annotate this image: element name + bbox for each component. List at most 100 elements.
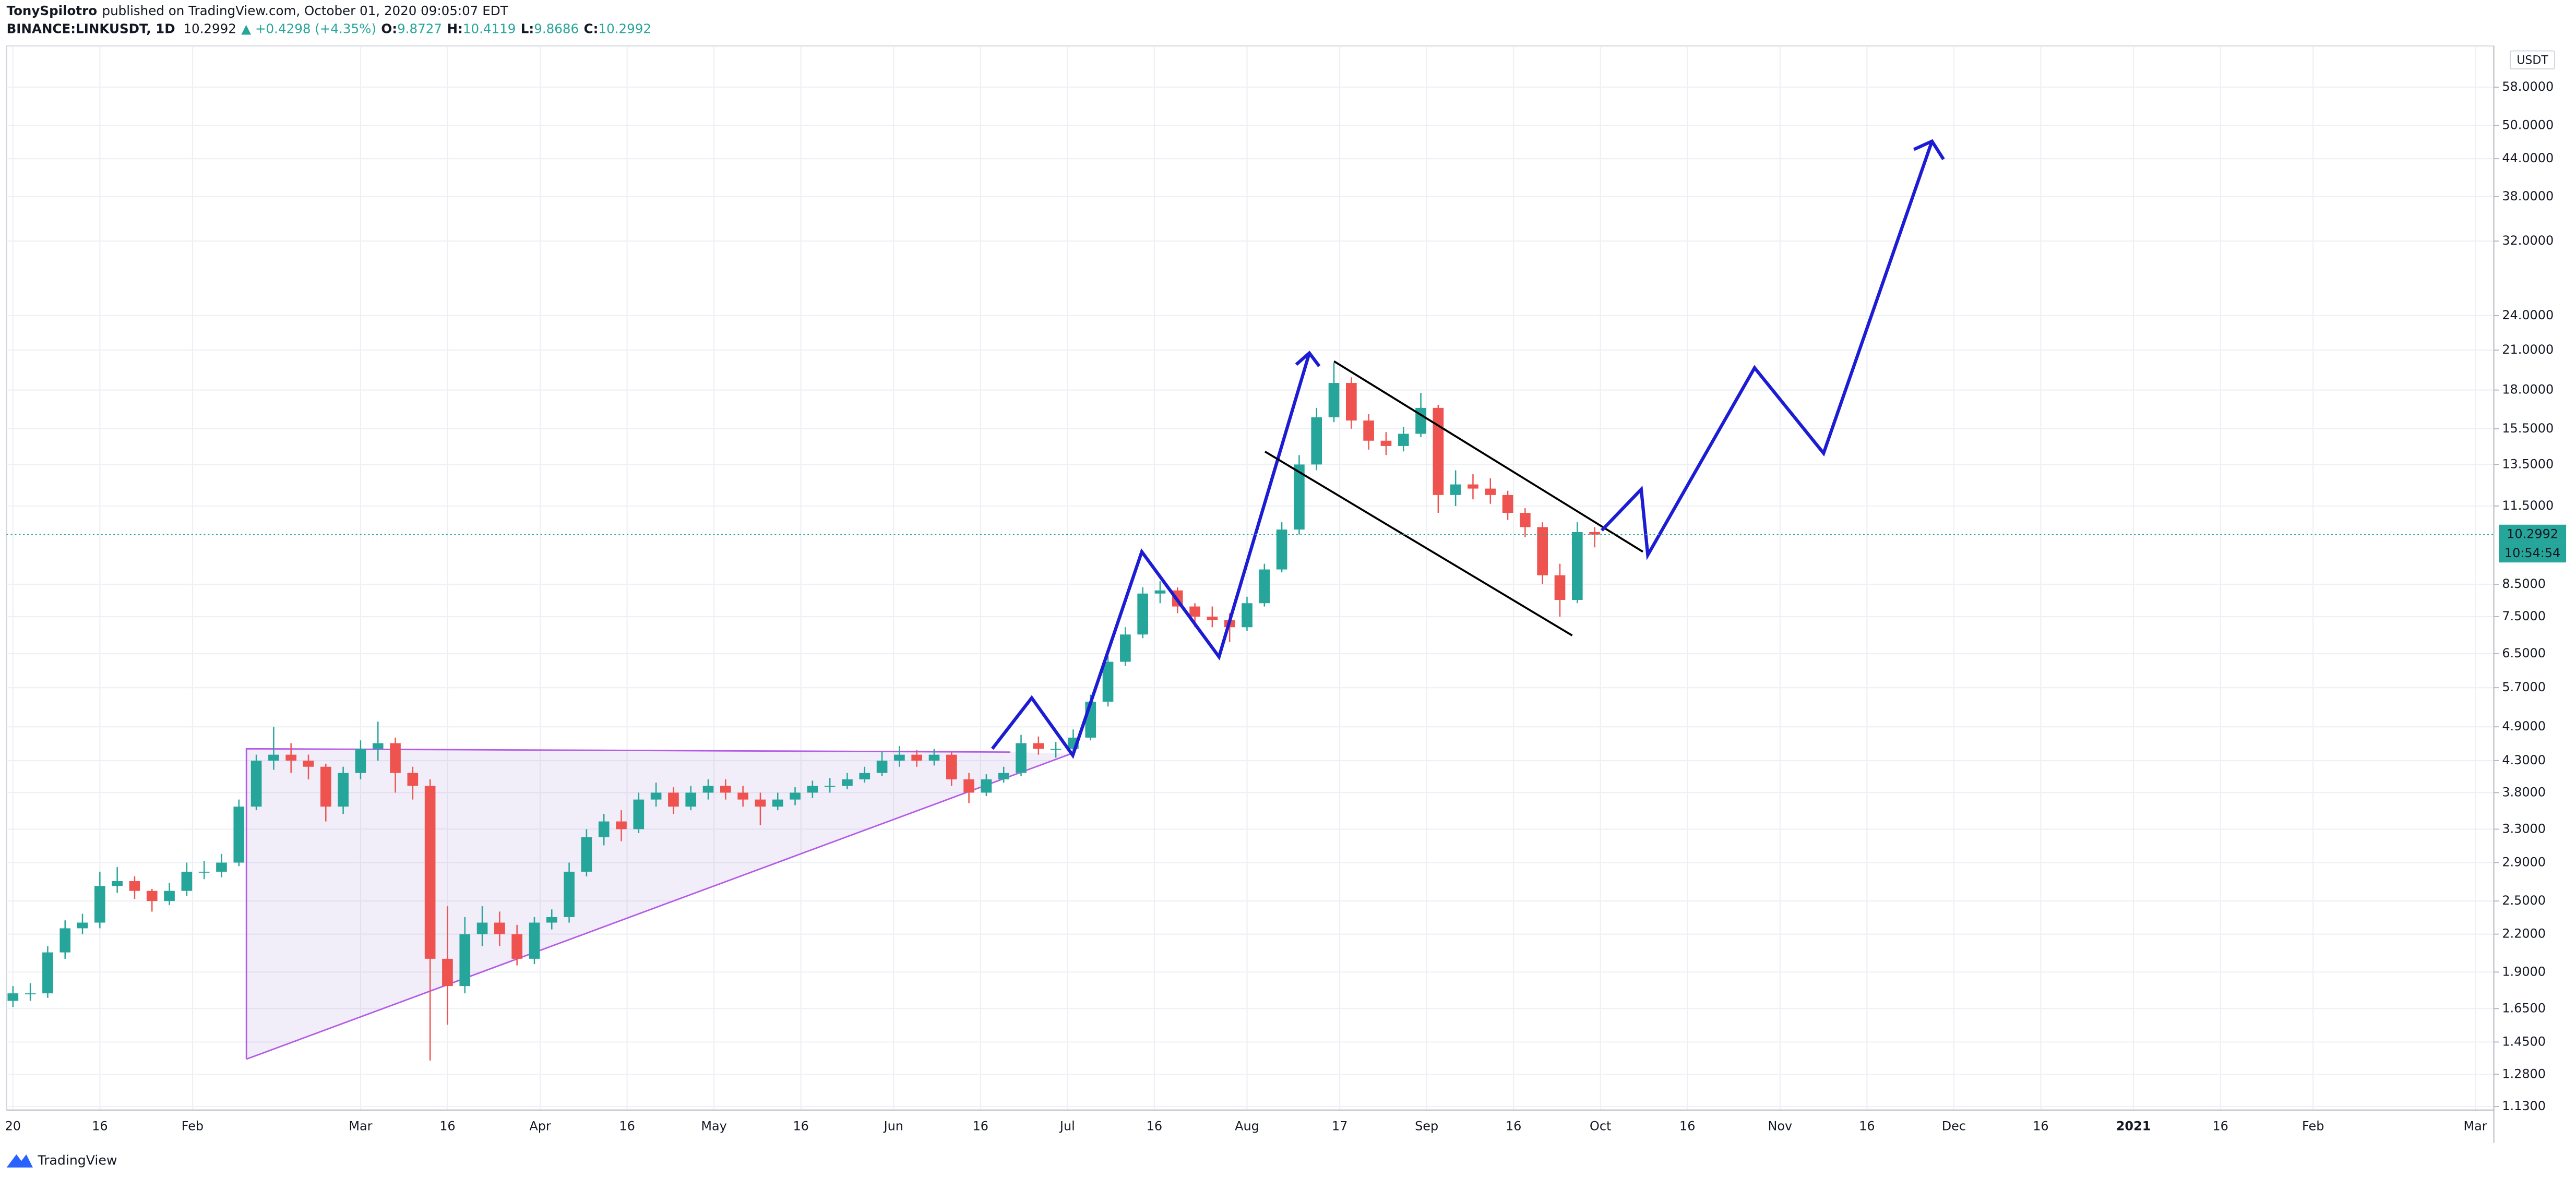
candle-body <box>1345 383 1357 421</box>
candle-body <box>633 799 645 829</box>
candle-body <box>1398 434 1409 446</box>
x-tick-label: Aug <box>1235 1118 1259 1133</box>
candle-body <box>1207 617 1218 620</box>
y-tick-label: 6.5000 <box>2502 646 2546 660</box>
currency-box[interactable] <box>2510 50 2556 70</box>
x-tick-label: Feb <box>2302 1118 2324 1133</box>
y-tick-label: 21.0000 <box>2502 342 2554 357</box>
y-tick-label: 3.3000 <box>2502 821 2546 836</box>
x-tick-label: 16 <box>619 1118 635 1133</box>
low-label: L: <box>521 21 534 37</box>
candle-body <box>77 922 88 929</box>
candle-body <box>25 993 36 995</box>
candle-body <box>1137 593 1148 635</box>
high: 10.4119 <box>463 21 516 37</box>
candle-body <box>772 799 783 807</box>
y-tick-label: 4.9000 <box>2502 719 2546 733</box>
candle-body <box>807 786 818 793</box>
candles <box>7 363 1600 1061</box>
y-tick-label: 2.9000 <box>2502 855 2546 870</box>
candle-body <box>303 761 314 767</box>
candle-body <box>494 922 505 934</box>
brand: TradingView <box>37 1152 117 1168</box>
candle-body <box>702 786 714 793</box>
candle-body <box>928 754 940 761</box>
candle-body <box>1154 590 1166 594</box>
y-tick-label: 24.0000 <box>2502 308 2554 322</box>
triangle-edge <box>246 753 1071 1060</box>
y-tick-label: 5.7000 <box>2502 680 2546 694</box>
candle-body <box>372 743 384 749</box>
candle-body <box>581 837 592 872</box>
x-tick-label: 16 <box>1859 1118 1875 1133</box>
candle-body <box>1276 530 1287 570</box>
arrow-head <box>1295 351 1321 367</box>
price-tag <box>2499 524 2567 544</box>
candle-body <box>1520 513 1531 527</box>
candle-body <box>181 871 193 891</box>
y-tick-label: 18.0000 <box>2502 382 2554 397</box>
y-tick-label: 7.5000 <box>2502 609 2546 623</box>
candle-body <box>737 792 748 800</box>
x-tick-label: Jun <box>883 1118 903 1133</box>
candle-body <box>42 952 53 994</box>
candle-body <box>355 749 366 773</box>
candle-body <box>1242 603 1253 628</box>
candle-body <box>1259 569 1270 604</box>
candle-body <box>1554 575 1566 600</box>
candle-body <box>1294 464 1305 530</box>
candle-body <box>894 754 905 761</box>
low: 9.8686 <box>534 21 579 37</box>
x-tick-label: 16 <box>1679 1118 1695 1133</box>
y-tick-label: 1.6500 <box>2502 1001 2546 1015</box>
y-tick-label: 58.0000 <box>2502 79 2554 94</box>
close-label: C: <box>584 21 599 37</box>
y-tick-label: 1.1300 <box>2502 1099 2546 1113</box>
publisher: TonySpilotro <box>7 3 97 18</box>
x-tick-label: 16 <box>2212 1118 2228 1133</box>
symbol-line: BINANCE:LINKUSDT, 1D 10.2992 ▲ +0.4298 (+4… <box>7 21 651 37</box>
footer-logo: TradingView <box>6 1152 117 1168</box>
y-tick-label: 1.9000 <box>2502 964 2546 979</box>
currency[interactable]: USDT <box>2517 54 2548 67</box>
candle-body <box>911 754 923 761</box>
candle-body <box>1502 495 1513 513</box>
candle-body <box>685 792 697 807</box>
last-price: 10.2992 <box>183 21 236 37</box>
x-tick-label: 16 <box>439 1118 455 1133</box>
candle-body <box>285 754 297 761</box>
x-tick-label: Oct <box>1590 1118 1611 1133</box>
publish-line: TonySpilotro published on TradingView.com… <box>7 3 509 18</box>
countdown-tag <box>2499 543 2567 563</box>
y-tick-label: 44.0000 <box>2502 151 2554 165</box>
y-tick-label: 11.5000 <box>2502 498 2554 513</box>
y-tick-label: 38.0000 <box>2502 189 2554 203</box>
candle-body <box>529 922 540 959</box>
candle-body <box>963 779 974 793</box>
x-tick-label: Nov <box>1768 1118 1793 1133</box>
candle-body <box>1033 743 1044 749</box>
candle-body <box>1537 527 1548 575</box>
y-tick-label: 1.4500 <box>2502 1034 2546 1049</box>
candle-body <box>1363 420 1374 441</box>
candle-body <box>442 958 453 986</box>
candle-body <box>859 773 870 779</box>
candle-body <box>268 754 279 761</box>
channel-line <box>1333 360 1643 553</box>
candle-body <box>129 881 140 891</box>
candle-body <box>424 786 436 959</box>
x-tick-label: May <box>701 1118 726 1133</box>
candle-body <box>790 792 801 800</box>
x-tick-label: Jul <box>1059 1118 1075 1133</box>
x-tick-label: 16 <box>2033 1118 2048 1133</box>
price-axis-bg <box>2494 46 2576 1143</box>
candle-body <box>216 862 227 872</box>
candle-body <box>842 779 853 786</box>
candle-body <box>476 922 488 934</box>
candle-body <box>251 761 262 807</box>
candle-body <box>616 821 627 829</box>
y-tick-label: 15.5000 <box>2502 421 2554 436</box>
y-tick-label: 8.5000 <box>2502 576 2546 591</box>
candle-body <box>94 886 105 923</box>
